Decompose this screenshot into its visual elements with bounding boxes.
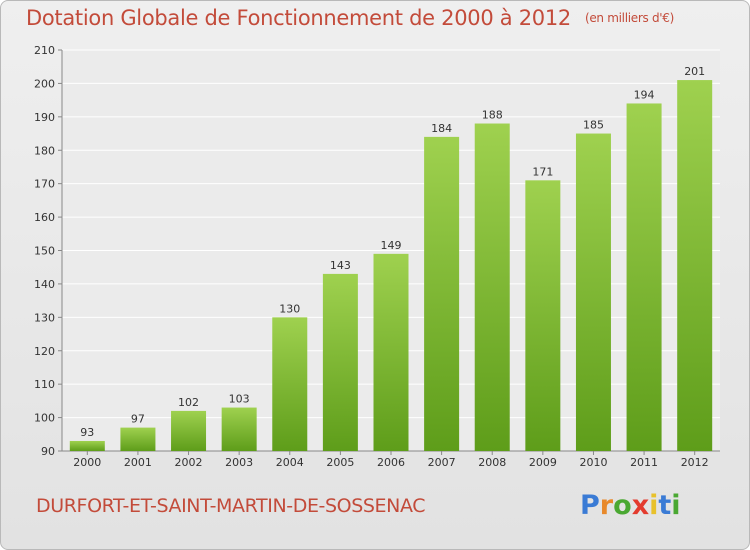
commune-name: DURFORT-ET-SAINT-MARTIN-DE-SOSSENAC xyxy=(36,495,426,517)
bar xyxy=(424,136,460,451)
x-tick-label: 2008 xyxy=(478,456,506,469)
x-tick-label: 2003 xyxy=(225,456,253,469)
bar xyxy=(69,440,105,451)
x-tick-label: 2011 xyxy=(630,456,658,469)
bar xyxy=(474,123,510,452)
data-label: 194 xyxy=(634,88,655,101)
y-tick-label: 140 xyxy=(34,278,55,291)
y-tick-label: 190 xyxy=(34,111,55,124)
y-tick-label: 150 xyxy=(34,245,55,258)
logo-letter: r xyxy=(599,490,614,521)
unit-note: (en milliers d'€) xyxy=(584,11,674,25)
y-tick-label: 110 xyxy=(34,378,55,391)
x-tick-label: 2001 xyxy=(124,456,152,469)
y-tick-label: 210 xyxy=(34,44,55,57)
x-tick-label: 2006 xyxy=(377,456,405,469)
y-tick-label: 100 xyxy=(34,412,55,425)
y-tick-label: 170 xyxy=(34,178,55,191)
bar xyxy=(373,253,409,451)
x-tick-label: 2007 xyxy=(428,456,456,469)
x-tick-label: 2012 xyxy=(681,456,709,469)
logo-letter: i xyxy=(671,490,681,521)
data-label: 102 xyxy=(178,396,199,409)
data-label: 171 xyxy=(532,165,553,178)
data-label: 103 xyxy=(229,393,250,406)
logo-letter: P xyxy=(580,490,600,521)
y-tick-label: 160 xyxy=(34,211,55,224)
bar xyxy=(120,427,156,451)
x-tick-label: 2005 xyxy=(326,456,354,469)
x-tick-label: 2009 xyxy=(529,456,557,469)
proxiti-logo: Proxiti xyxy=(580,490,681,521)
data-label: 143 xyxy=(330,259,351,272)
data-label: 185 xyxy=(583,119,604,132)
logo-letter: x xyxy=(631,490,650,521)
bar xyxy=(575,133,611,451)
title-text: Dotation Globale de Fonctionnement de 20… xyxy=(26,6,571,30)
bar xyxy=(677,80,713,451)
bar xyxy=(525,180,561,451)
x-tick-label: 2000 xyxy=(73,456,101,469)
logo-letter: i xyxy=(649,490,659,521)
bar xyxy=(221,407,257,451)
data-label: 130 xyxy=(279,302,300,315)
bar xyxy=(322,273,358,451)
y-tick-label: 180 xyxy=(34,144,55,157)
data-label: 188 xyxy=(482,109,503,122)
bar xyxy=(171,410,207,451)
data-label: 149 xyxy=(381,239,402,252)
y-tick-label: 120 xyxy=(34,345,55,358)
chart-title: Dotation Globale de Fonctionnement de 20… xyxy=(26,6,674,30)
x-tick-label: 2010 xyxy=(579,456,607,469)
data-label: 97 xyxy=(131,413,145,426)
data-label: 93 xyxy=(80,426,94,439)
data-label: 184 xyxy=(431,122,452,135)
y-tick-label: 200 xyxy=(34,77,55,90)
x-tick-label: 2002 xyxy=(175,456,203,469)
data-label: 201 xyxy=(684,65,705,78)
y-tick-label: 90 xyxy=(41,445,55,458)
x-tick-label: 2004 xyxy=(276,456,304,469)
y-tick-label: 130 xyxy=(34,311,55,324)
bar xyxy=(272,317,308,451)
logo-letter: t xyxy=(658,490,672,521)
logo-letter: o xyxy=(613,490,632,521)
bar xyxy=(626,103,662,451)
